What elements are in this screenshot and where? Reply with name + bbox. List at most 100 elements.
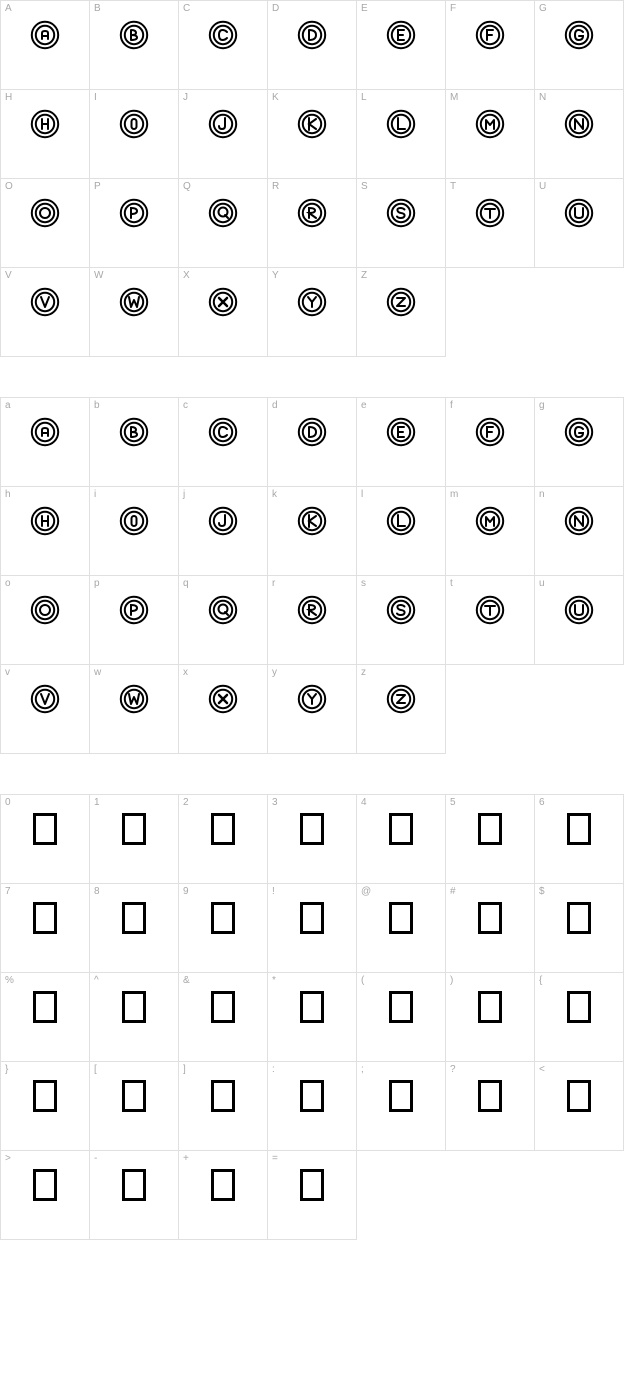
missing-glyph-icon <box>33 1080 57 1112</box>
double-ring-glyph-icon <box>386 417 416 447</box>
glyph-cell-label: U <box>539 181 546 192</box>
glyph-cell: G <box>535 1 624 90</box>
missing-glyph-icon <box>122 991 146 1023</box>
glyph-cell-label: J <box>183 92 188 103</box>
missing-glyph-icon <box>567 902 591 934</box>
double-ring-glyph-icon <box>475 109 505 139</box>
glyph-cell-label: r <box>272 578 275 589</box>
character-map: A B C D E F G H I J K <box>0 0 640 1240</box>
double-ring-glyph-icon <box>564 109 594 139</box>
missing-glyph-icon <box>33 991 57 1023</box>
glyph-cell-label: C <box>183 3 190 14</box>
glyph-cell: k <box>268 487 357 576</box>
double-ring-glyph-icon <box>564 595 594 625</box>
glyph-cell-label: w <box>94 667 101 678</box>
double-ring-glyph-icon <box>30 595 60 625</box>
glyph-cell: B <box>90 1 179 90</box>
glyph-cell: ! <box>268 884 357 973</box>
glyph-cell: H <box>1 90 90 179</box>
glyph-cell: g <box>535 398 624 487</box>
glyph-cell-label: j <box>183 489 185 500</box>
glyph-cell: % <box>1 973 90 1062</box>
glyph-cell-label: h <box>5 489 11 500</box>
glyph-cell-label: N <box>539 92 546 103</box>
glyph-cell: y <box>268 665 357 754</box>
glyph-cell-label: Z <box>361 270 367 281</box>
glyph-cell: 0 <box>1 795 90 884</box>
missing-glyph-icon <box>389 1080 413 1112</box>
glyph-cell-label: t <box>450 578 453 589</box>
missing-glyph-icon <box>211 1169 235 1201</box>
glyph-cell-label: u <box>539 578 545 589</box>
glyph-cell: ^ <box>90 973 179 1062</box>
double-ring-glyph-icon <box>297 20 327 50</box>
glyph-cell: o <box>1 576 90 665</box>
glyph-cell-label: y <box>272 667 277 678</box>
glyph-cell: N <box>535 90 624 179</box>
glyph-cell: z <box>357 665 446 754</box>
glyph-cell: Z <box>357 268 446 357</box>
glyph-cell: D <box>268 1 357 90</box>
glyph-cell-label: M <box>450 92 458 103</box>
glyph-cell-label: 6 <box>539 797 545 808</box>
glyph-cell-label: D <box>272 3 279 14</box>
glyph-cell-label: f <box>450 400 453 411</box>
glyph-cell-label: k <box>272 489 277 500</box>
glyph-cell: v <box>1 665 90 754</box>
missing-glyph-icon <box>300 1080 324 1112</box>
double-ring-glyph-icon <box>30 109 60 139</box>
glyph-cell: ] <box>179 1062 268 1151</box>
double-ring-glyph-icon <box>386 20 416 50</box>
missing-glyph-icon <box>300 991 324 1023</box>
glyph-cell: 8 <box>90 884 179 973</box>
glyph-cell: 4 <box>357 795 446 884</box>
glyph-cell: C <box>179 1 268 90</box>
double-ring-glyph-icon <box>297 109 327 139</box>
double-ring-glyph-icon <box>119 287 149 317</box>
double-ring-glyph-icon <box>30 198 60 228</box>
glyph-cell-label: 2 <box>183 797 189 808</box>
double-ring-glyph-icon <box>208 20 238 50</box>
glyph-cell-label: l <box>361 489 363 500</box>
double-ring-glyph-icon <box>297 684 327 714</box>
double-ring-glyph-icon <box>119 684 149 714</box>
glyph-cell-label: $ <box>539 886 545 897</box>
glyph-cell-label: m <box>450 489 458 500</box>
double-ring-glyph-icon <box>208 595 238 625</box>
double-ring-glyph-icon <box>119 198 149 228</box>
missing-glyph-icon <box>478 1080 502 1112</box>
missing-glyph-icon <box>300 1169 324 1201</box>
missing-glyph-icon <box>478 902 502 934</box>
double-ring-glyph-icon <box>564 20 594 50</box>
missing-glyph-icon <box>122 813 146 845</box>
glyph-cell: n <box>535 487 624 576</box>
double-ring-glyph-icon <box>208 417 238 447</box>
double-ring-glyph-icon <box>297 595 327 625</box>
glyph-cell-label: F <box>450 3 456 14</box>
glyph-cell: V <box>1 268 90 357</box>
missing-glyph-icon <box>567 991 591 1023</box>
glyph-cell-label: q <box>183 578 189 589</box>
glyph-cell-label: S <box>361 181 368 192</box>
glyph-block-uppercase: A B C D E F G H I J K <box>0 0 640 357</box>
glyph-cell-label: P <box>94 181 101 192</box>
double-ring-glyph-icon <box>119 109 149 139</box>
glyph-grid: 0123456789!@#$%^&*(){}[]:;?<>-+= <box>0 794 624 1240</box>
missing-glyph-icon <box>211 991 235 1023</box>
missing-glyph-icon <box>567 813 591 845</box>
double-ring-glyph-icon <box>297 198 327 228</box>
glyph-cell: e <box>357 398 446 487</box>
double-ring-glyph-icon <box>30 20 60 50</box>
glyph-cell: W <box>90 268 179 357</box>
glyph-cell: & <box>179 973 268 1062</box>
glyph-cell: X <box>179 268 268 357</box>
double-ring-glyph-icon <box>386 109 416 139</box>
glyph-cell-label: @ <box>361 886 371 897</box>
glyph-cell: f <box>446 398 535 487</box>
glyph-cell: > <box>1 1151 90 1240</box>
glyph-cell: a <box>1 398 90 487</box>
glyph-cell-label: ? <box>450 1064 456 1075</box>
missing-glyph-icon <box>122 902 146 934</box>
glyph-cell: E <box>357 1 446 90</box>
glyph-cell-label: Y <box>272 270 279 281</box>
